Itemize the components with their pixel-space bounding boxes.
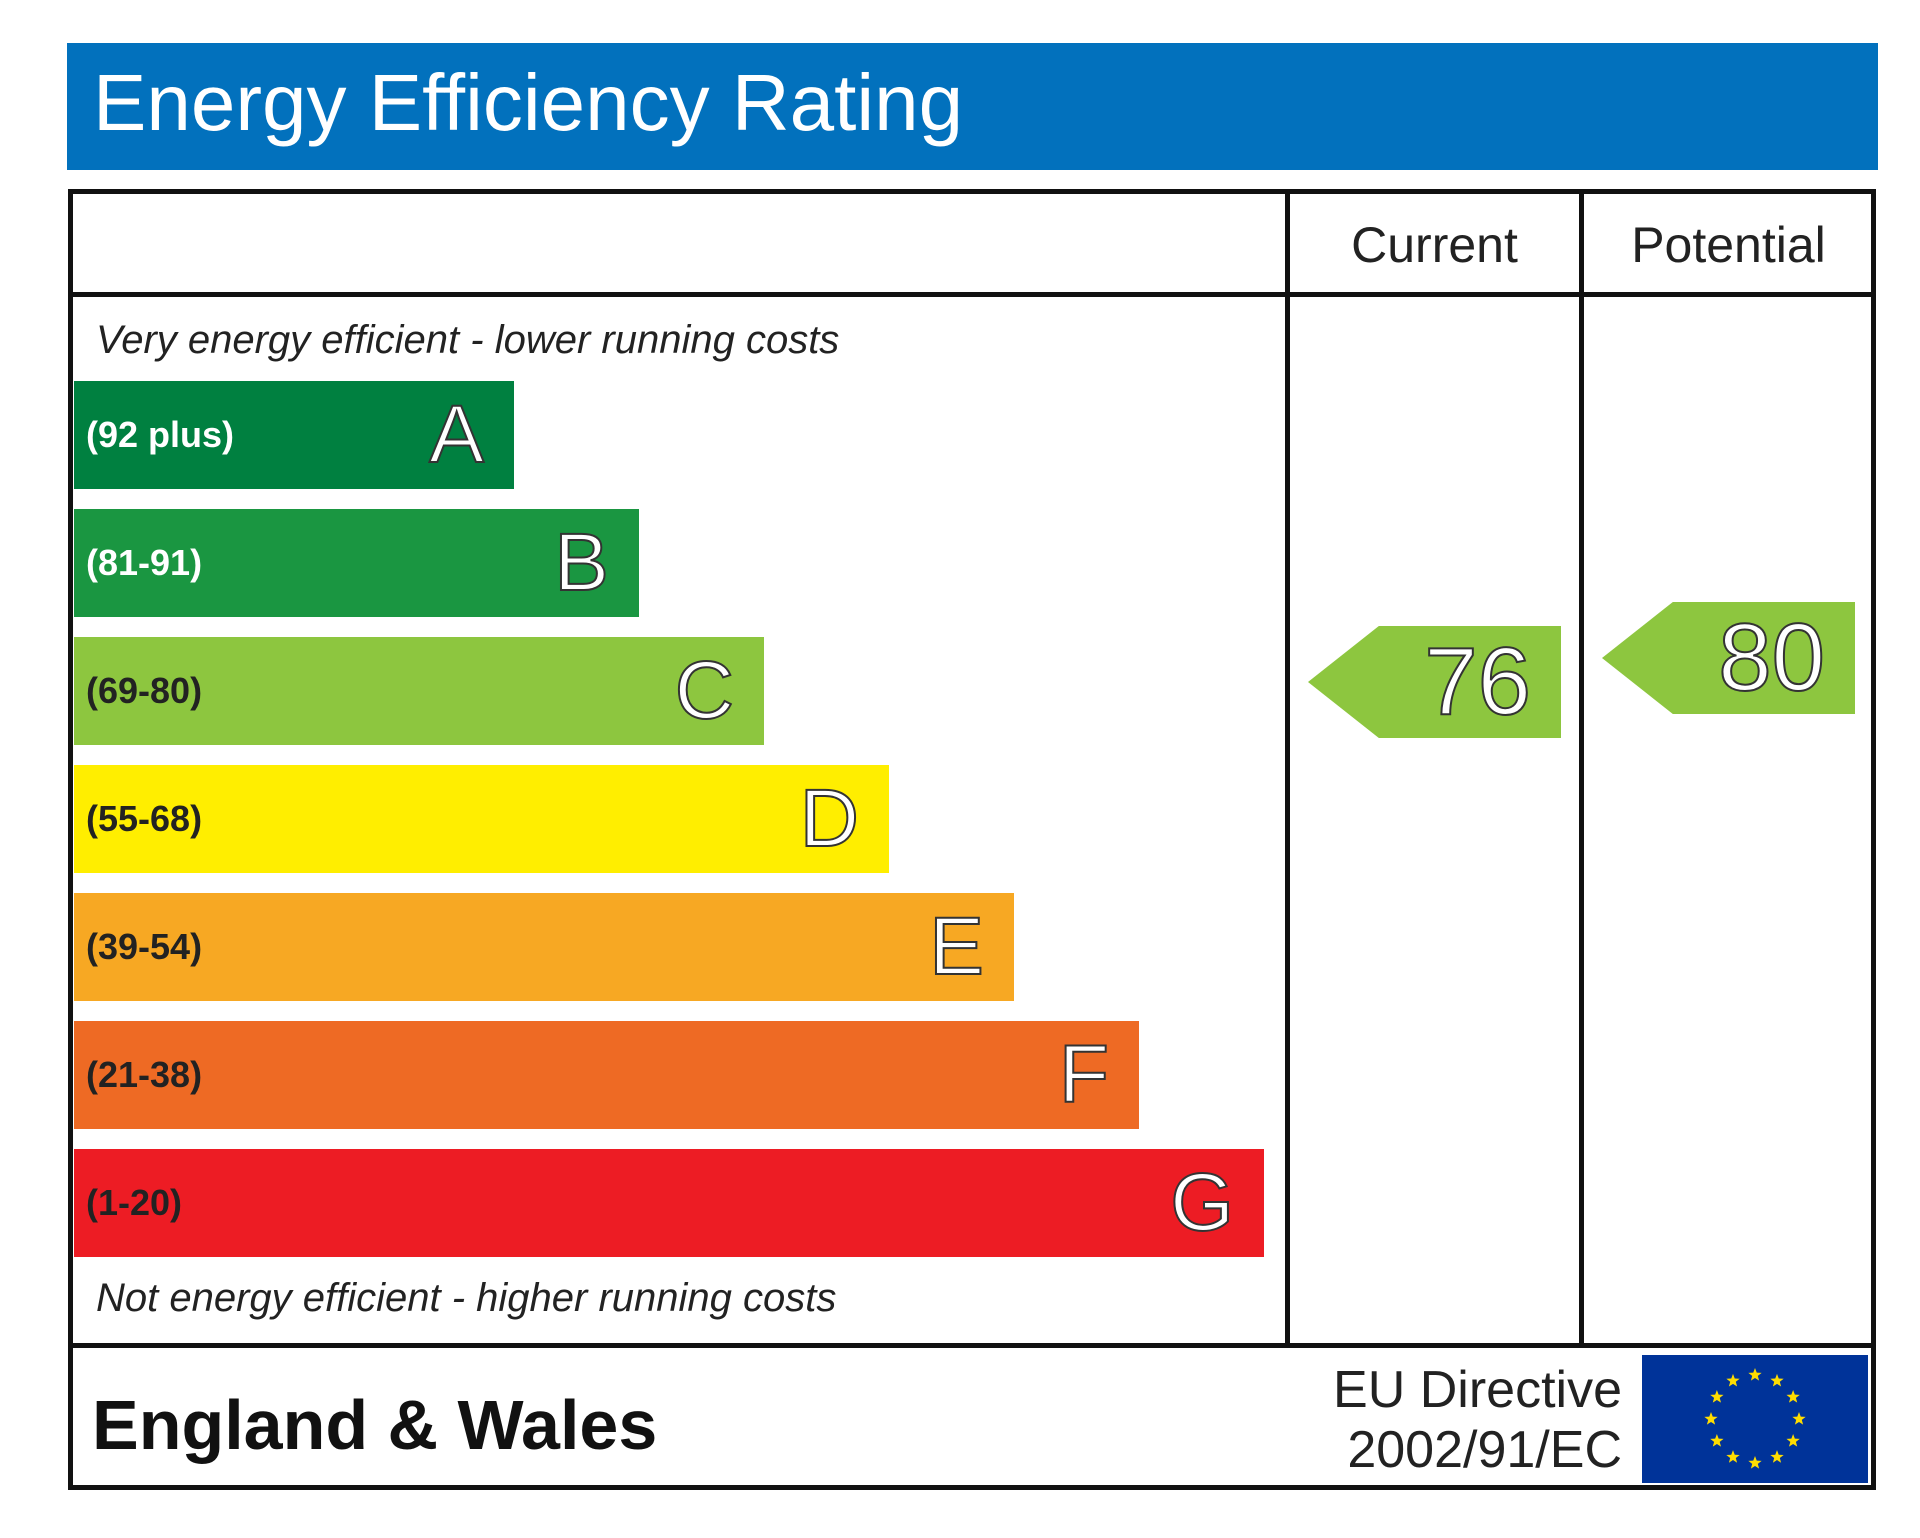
- potential-rating-arrow: 80: [1602, 602, 1855, 714]
- eu-star-icon: [1748, 1368, 1762, 1381]
- band-d: (55-68) D: [74, 765, 889, 873]
- band-f-range: (21-38): [86, 1054, 203, 1095]
- eu-star-icon: [1786, 1434, 1800, 1447]
- header-row-divider: [73, 292, 1873, 297]
- current-column-header: Current: [1351, 217, 1518, 273]
- band-d-letter: D: [799, 772, 860, 865]
- eu-star-icon: [1770, 1373, 1784, 1387]
- title-bar: Energy Efficiency Rating: [67, 43, 1878, 170]
- eu-star-icon: [1726, 1373, 1740, 1387]
- band-c-range: (69-80): [86, 670, 203, 711]
- top-note: Very energy efficient - lower running co…: [96, 318, 840, 362]
- potential-column-header: Potential: [1631, 217, 1826, 273]
- band-e: (39-54) E: [74, 893, 1014, 1001]
- band-b-range: (81-91): [86, 542, 203, 583]
- eu-star-icon: [1748, 1456, 1762, 1469]
- band-b: (81-91) B: [74, 509, 639, 617]
- eu-directive-line2: 2002/91/EC: [1347, 1421, 1622, 1479]
- eu-flag-icon: [1642, 1355, 1868, 1483]
- eu-directive-line1: EU Directive: [1333, 1361, 1622, 1419]
- band-a-range: (92 plus): [86, 414, 235, 455]
- band-g: (1-20) G: [74, 1149, 1264, 1257]
- band-c: (69-80) C: [74, 637, 764, 745]
- footer-divider: [73, 1343, 1873, 1348]
- country-label: England & Wales: [92, 1386, 658, 1464]
- eu-star-icon: [1710, 1390, 1724, 1403]
- current-column-divider: [1285, 194, 1290, 1346]
- current-rating-value: 76: [1423, 627, 1532, 736]
- band-d-range: (55-68): [86, 798, 203, 839]
- eu-star-icon: [1792, 1412, 1806, 1425]
- band-b-letter: B: [553, 516, 610, 609]
- band-e-letter: E: [928, 900, 985, 993]
- band-g-letter: G: [1169, 1156, 1235, 1249]
- eu-star-icon: [1710, 1434, 1724, 1447]
- eu-star-icon: [1786, 1390, 1800, 1403]
- eu-star-icon: [1704, 1412, 1718, 1425]
- eu-star-icon: [1726, 1450, 1740, 1463]
- band-g-range: (1-20): [86, 1182, 183, 1223]
- chart-title: Energy Efficiency Rating: [93, 58, 964, 147]
- band-a-letter: A: [428, 388, 485, 481]
- band-f-letter: F: [1058, 1028, 1110, 1121]
- potential-column-divider: [1579, 194, 1584, 1346]
- band-e-range: (39-54): [86, 926, 203, 967]
- rating-frame: [68, 189, 1876, 1490]
- potential-rating-value: 80: [1717, 603, 1826, 712]
- bottom-note: Not energy efficient - higher running co…: [96, 1276, 837, 1320]
- band-a: (92 plus) A: [74, 381, 514, 489]
- current-rating-arrow: 76: [1308, 626, 1561, 738]
- eu-star-icon: [1770, 1450, 1784, 1463]
- band-f: (21-38) F: [74, 1021, 1139, 1129]
- band-c-letter: C: [674, 644, 735, 737]
- eu-stars-ring: [1704, 1368, 1806, 1469]
